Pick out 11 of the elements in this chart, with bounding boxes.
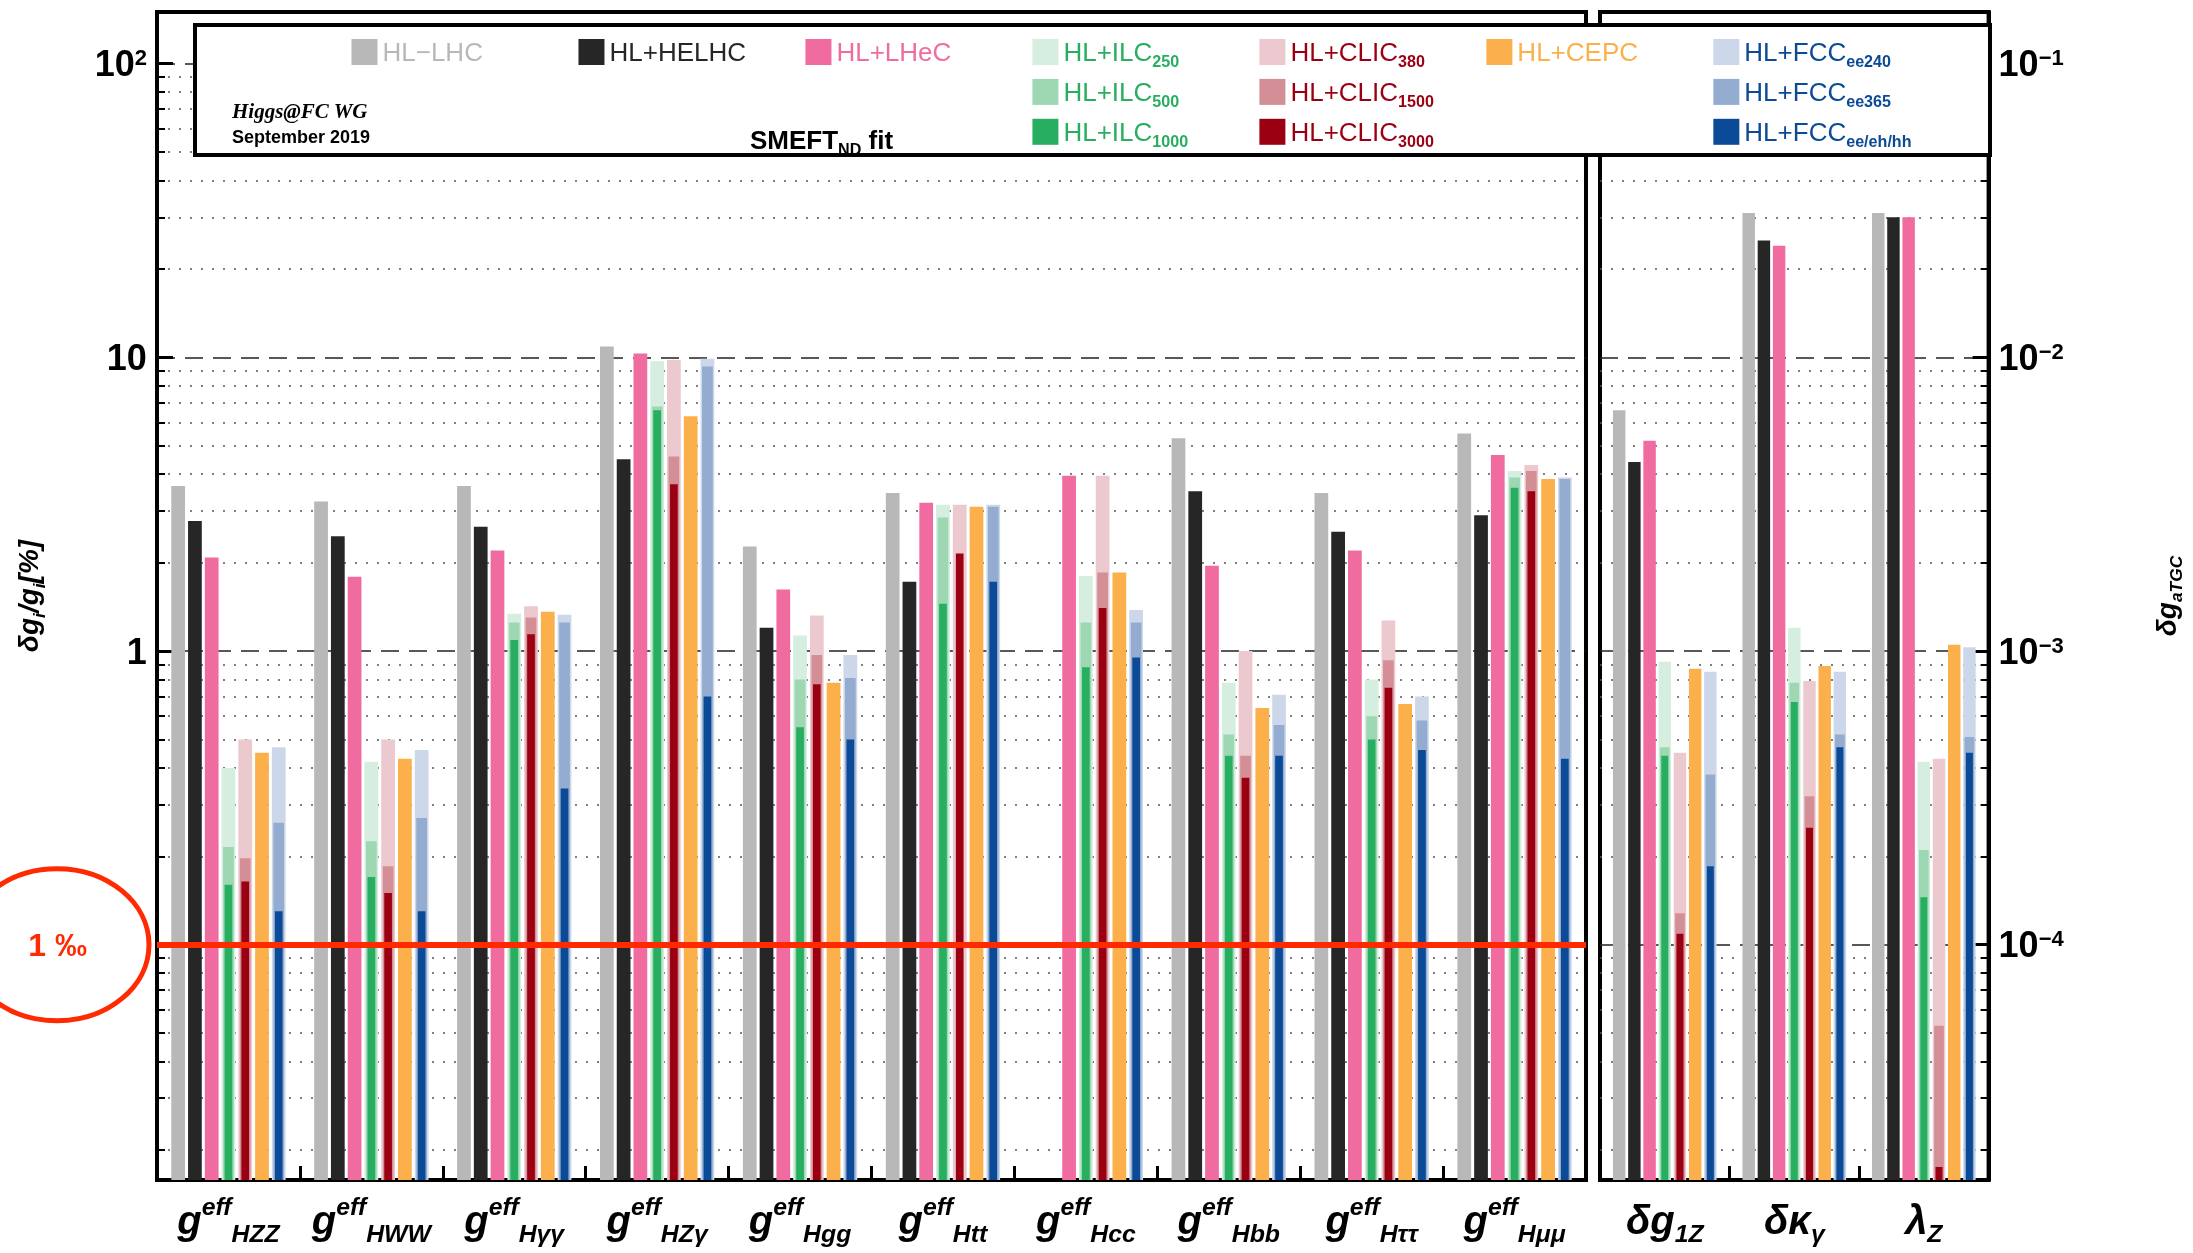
annotation: Higgs@FC WG xyxy=(231,98,368,123)
legend-label: HL+HELHC xyxy=(609,37,747,67)
ref-line-label: 1 ‰ xyxy=(28,926,87,963)
y-tick-label: 10 xyxy=(106,336,147,378)
legend-label: HL−LHC xyxy=(382,37,483,67)
y2-axis-title: δgaTGC xyxy=(2151,555,2187,637)
y-axis-title: δgi/gi[%] xyxy=(13,538,49,653)
legend-label: HL+LHeC xyxy=(836,37,952,67)
legend-label: HL+CEPC xyxy=(1517,37,1639,67)
annotation: September 2019 xyxy=(232,127,371,147)
y-tick-label: 1 xyxy=(126,630,147,672)
